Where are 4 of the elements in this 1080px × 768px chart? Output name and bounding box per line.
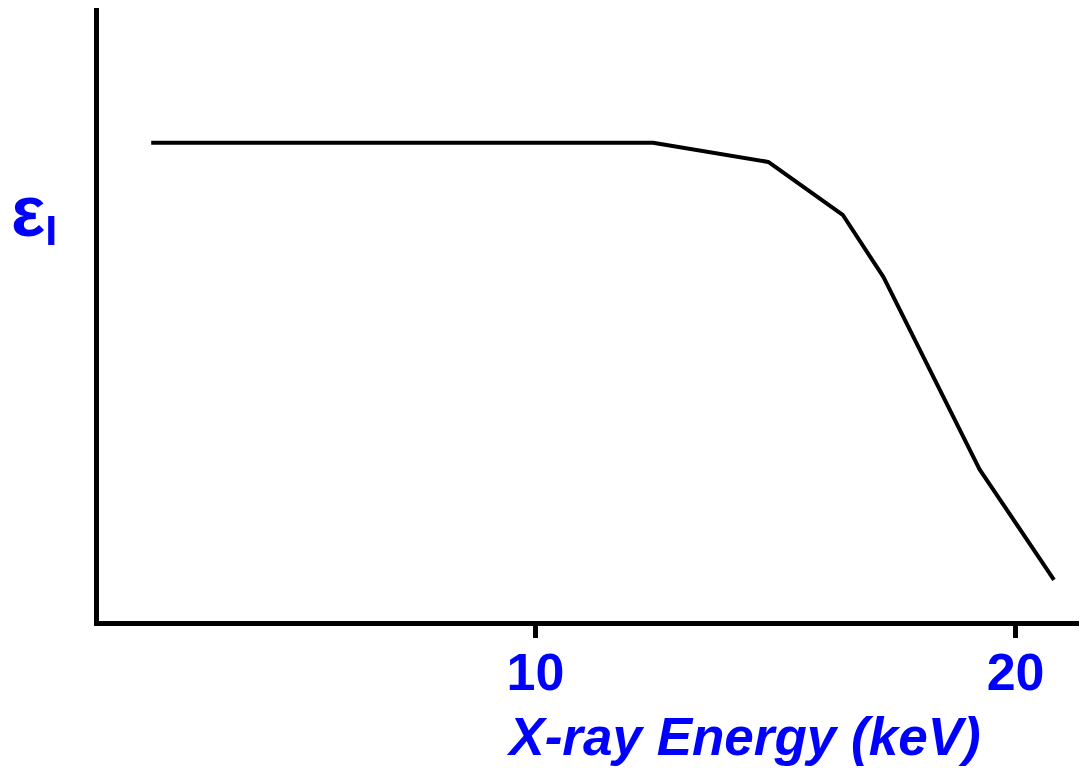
- x-tick-label: 10: [506, 642, 565, 701]
- x-axis-title: X-ray Energy (keV): [509, 707, 981, 768]
- x-tick-label: 20: [986, 642, 1045, 701]
- y-axis-title: ε$_{I}$: [11, 170, 58, 254]
